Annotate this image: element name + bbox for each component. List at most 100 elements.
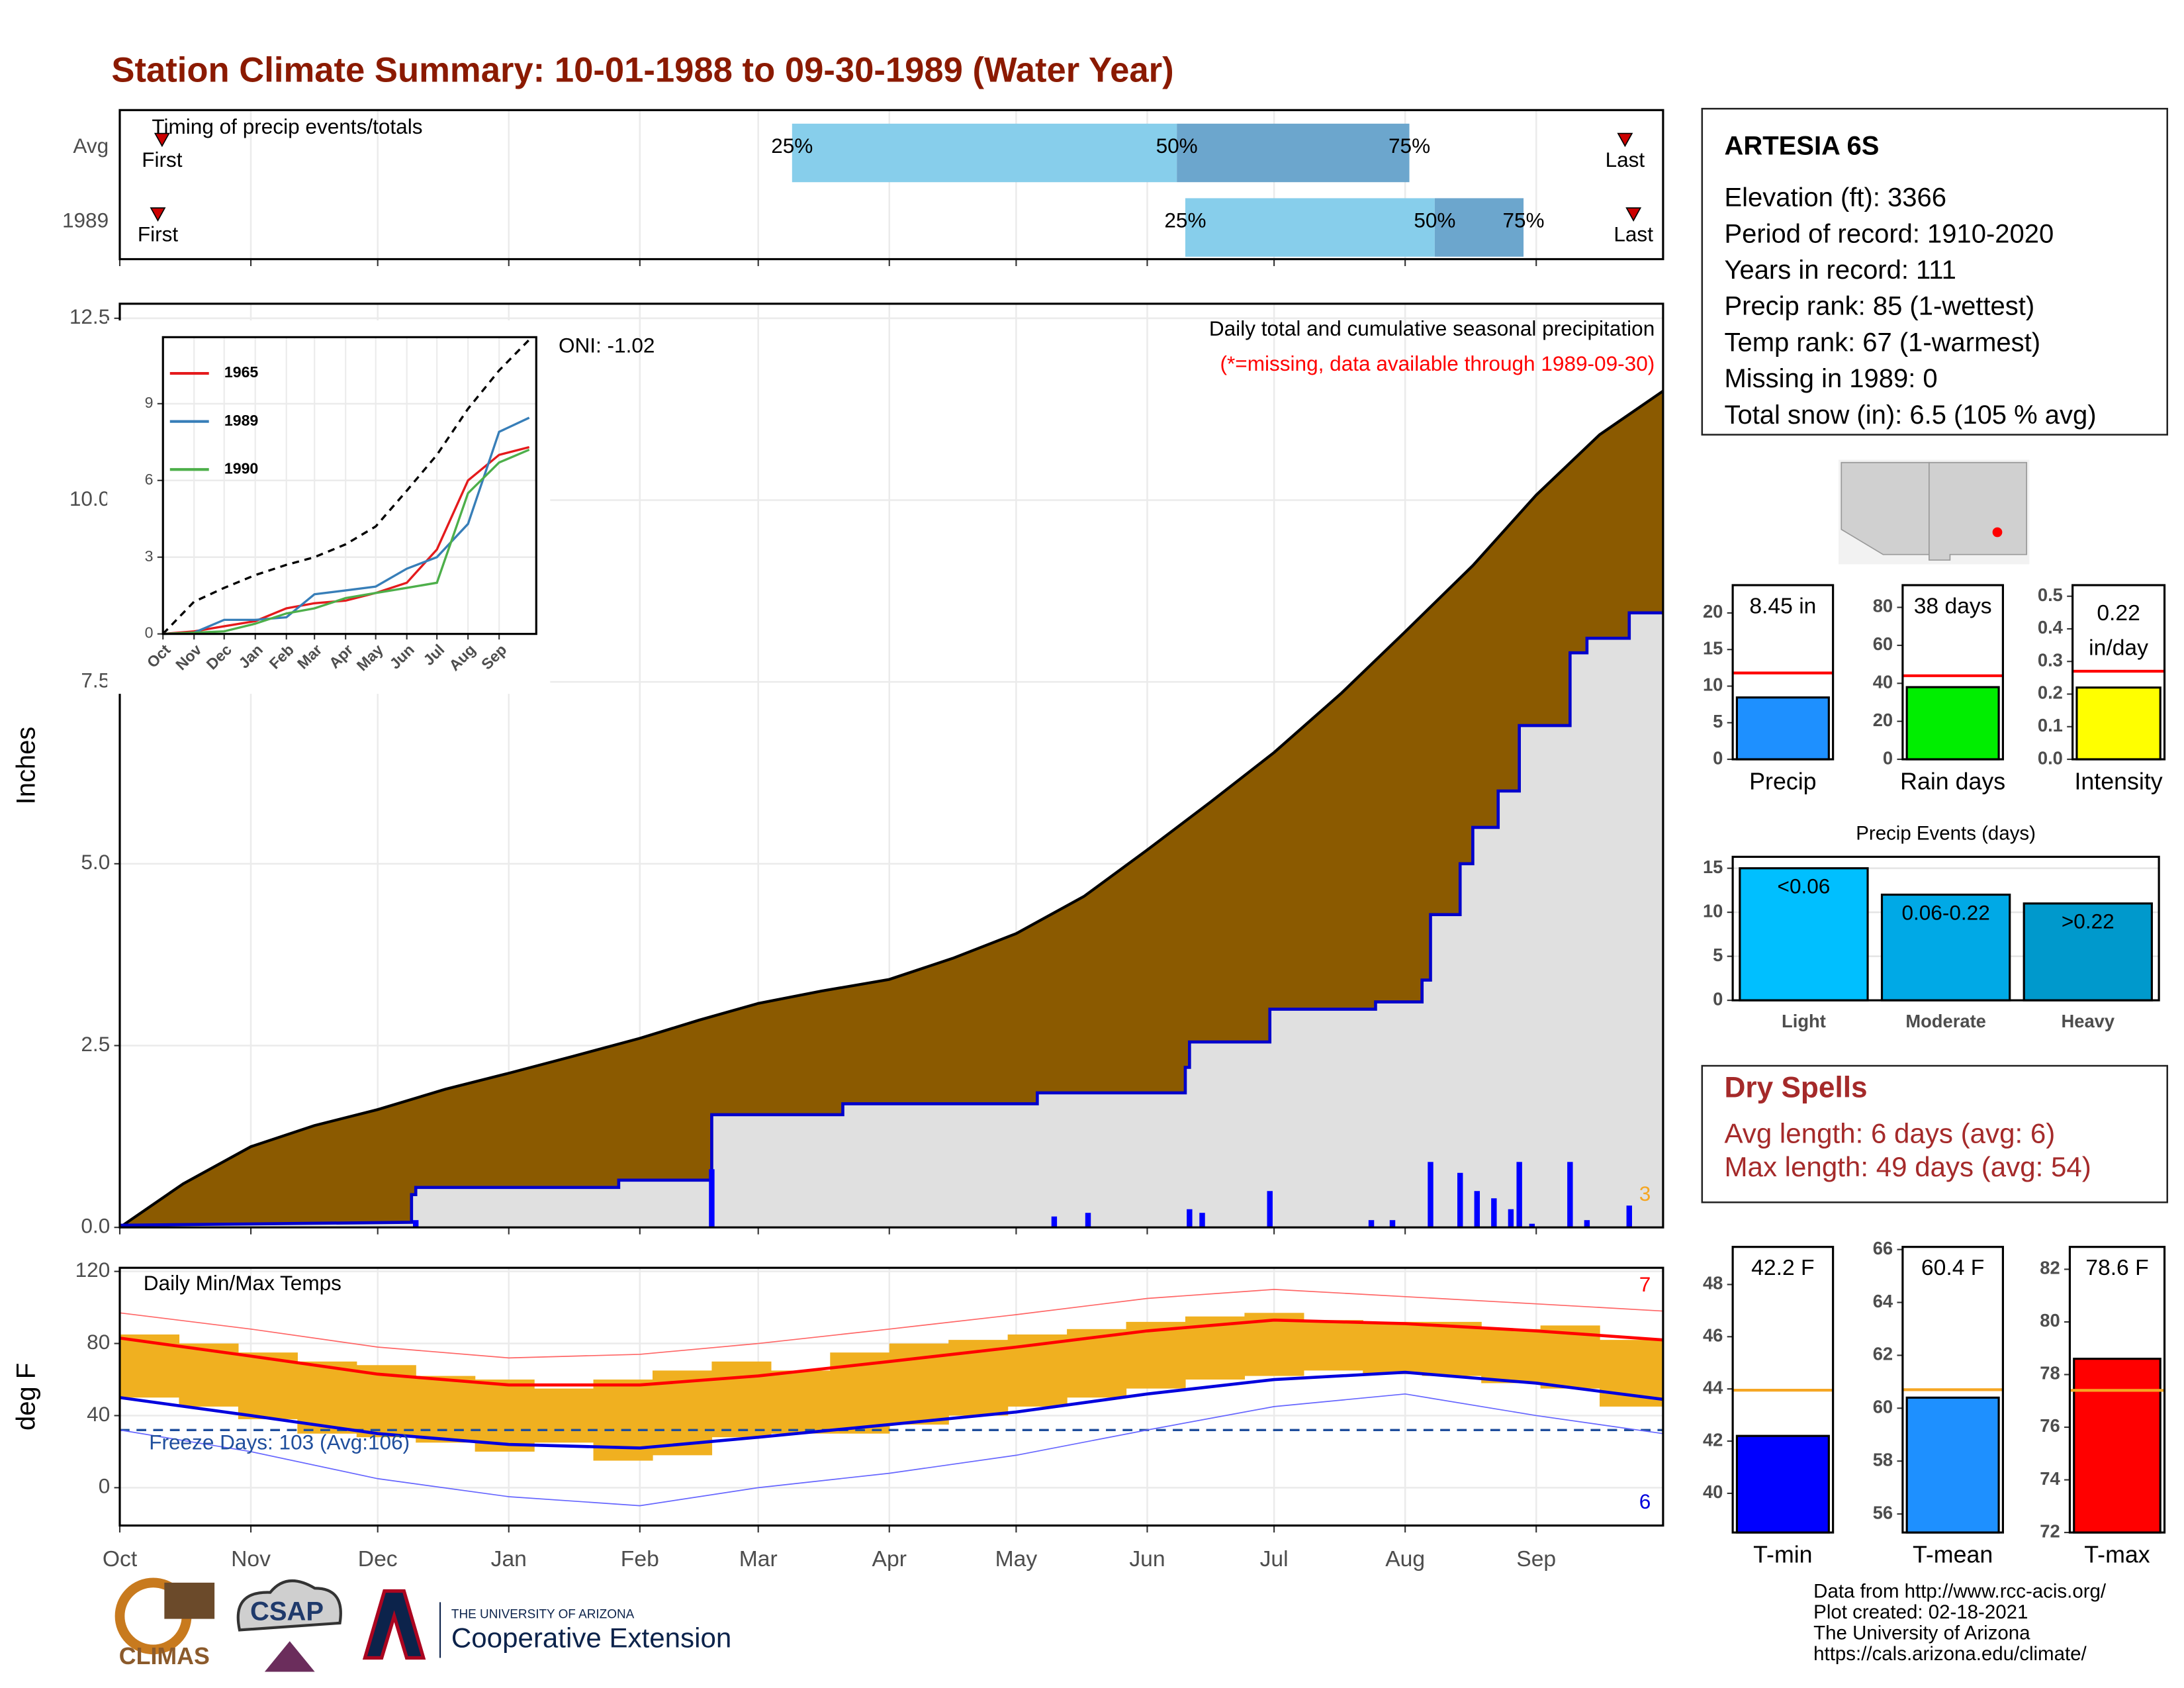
daily-precip-bar bbox=[1491, 1198, 1497, 1228]
daily-precip-bar bbox=[709, 1169, 715, 1228]
y-tick-label: 5 bbox=[1713, 945, 1723, 965]
summary-bar bbox=[1735, 1434, 1830, 1534]
station-info: Years in record: 111 bbox=[1724, 256, 1956, 285]
record-high-count: 7 bbox=[1639, 1272, 1651, 1296]
freeze-label: Freeze Days: 103 (Avg:106) bbox=[149, 1430, 410, 1454]
y-axis-label: Inches bbox=[12, 727, 41, 805]
y-tick-label: 0 bbox=[99, 1474, 111, 1498]
bar bbox=[1880, 893, 2011, 1002]
footer-text: Data from http://www.rcc-acis.org/ bbox=[1813, 1580, 2107, 1602]
temp-line bbox=[119, 1318, 1664, 1387]
y-tick-label: 80 bbox=[87, 1330, 110, 1354]
y-axis-label: deg F bbox=[12, 1363, 41, 1430]
daily-precip-bar bbox=[1428, 1162, 1433, 1228]
x-axis-label: T-mean bbox=[1913, 1541, 1993, 1568]
quartile-bar bbox=[1185, 198, 1435, 257]
timing-marker-label: First bbox=[138, 222, 179, 246]
cumulative-line bbox=[119, 611, 1663, 1227]
bar-label: >0.22 bbox=[2062, 910, 2115, 933]
x-tick-label: Jan bbox=[491, 1547, 527, 1571]
y-tick-label: 12.5 bbox=[69, 305, 110, 328]
row-label: Avg bbox=[73, 134, 109, 158]
summary-bar bbox=[1905, 1396, 2000, 1534]
panel-frame bbox=[1901, 1246, 2004, 1534]
daily-temp-range bbox=[475, 1380, 535, 1452]
y-tick-label: 0.2 bbox=[2038, 682, 2063, 703]
y-tick-label: 5 bbox=[1713, 711, 1723, 731]
x-tick-label: Aug bbox=[1385, 1547, 1425, 1571]
location-map bbox=[1839, 459, 2030, 565]
daily-temp-range bbox=[1244, 1313, 1304, 1376]
y-tick-label: 40 bbox=[87, 1402, 110, 1426]
legend-label: 1965 bbox=[224, 363, 259, 381]
temp-line bbox=[119, 1289, 1663, 1359]
unit-label: in/day bbox=[2089, 636, 2148, 661]
daily-precip-bar bbox=[1567, 1162, 1573, 1228]
y-tick-label: 20 bbox=[1703, 601, 1723, 622]
y-tick-label: 0.0 bbox=[81, 1214, 110, 1238]
daily-temp-range bbox=[238, 1352, 298, 1419]
ua-coop-text: Cooperative Extension bbox=[451, 1622, 731, 1653]
count-label: 3 bbox=[1639, 1182, 1651, 1205]
timing-title: Timing of precip events/totals bbox=[152, 115, 422, 138]
daily-precip-bar bbox=[1368, 1220, 1375, 1228]
y-tick-label: 15 bbox=[1703, 637, 1723, 658]
bar-label: <0.06 bbox=[1778, 874, 1831, 898]
y-tick-label: 56 bbox=[1873, 1502, 1893, 1523]
y-tick-label: 0.4 bbox=[2038, 617, 2064, 637]
inset-line bbox=[162, 339, 530, 635]
record-low-count: 6 bbox=[1639, 1489, 1651, 1513]
dry-spells-title: Dry Spells bbox=[1724, 1072, 1867, 1104]
ua-logo bbox=[362, 1589, 426, 1660]
daily-precip-bar bbox=[1187, 1209, 1193, 1228]
climas-text: CLIMAS bbox=[119, 1643, 210, 1669]
station-info: Precip rank: 85 (1-wettest) bbox=[1724, 292, 2034, 321]
daily-precip-bar bbox=[1508, 1209, 1514, 1228]
daily-temp-range bbox=[534, 1388, 594, 1443]
y-tick-label: 10.0 bbox=[69, 487, 110, 510]
y-tick-label: 0 bbox=[1713, 988, 1723, 1009]
daily-temp-range bbox=[1422, 1321, 1482, 1376]
panel-frame bbox=[2071, 584, 2166, 761]
daily-precip-bar bbox=[1474, 1191, 1480, 1228]
x-tick-label: Jun bbox=[1129, 1547, 1165, 1571]
panel-frame bbox=[1731, 1246, 1835, 1534]
summary-bar bbox=[1735, 696, 1830, 761]
daily-temp-range bbox=[416, 1376, 476, 1443]
summary-bar bbox=[2075, 686, 2161, 761]
x-tick-label: Light bbox=[1782, 1011, 1826, 1031]
climas-logo bbox=[164, 1582, 215, 1619]
daily-precip-bar bbox=[1085, 1213, 1091, 1228]
footer-text: The University of Arizona bbox=[1813, 1622, 2030, 1644]
cumulative-area bbox=[119, 612, 1663, 1228]
dry-spells-info: Avg length: 6 days (avg: 6) bbox=[1724, 1117, 2055, 1149]
y-tick-label: 44 bbox=[1703, 1377, 1723, 1397]
temp-line bbox=[119, 1370, 1664, 1450]
daily-temp-range bbox=[1363, 1321, 1423, 1374]
y-tick-label: 78 bbox=[2040, 1363, 2060, 1383]
y-tick-label: 42 bbox=[1703, 1429, 1723, 1450]
y-tick-label: 0.1 bbox=[2038, 715, 2063, 735]
station-panel bbox=[1701, 107, 2169, 436]
panel-frame bbox=[1731, 584, 1835, 761]
quartile-bar bbox=[1434, 198, 1524, 257]
panel-frame bbox=[118, 109, 1664, 261]
y-tick-label: 62 bbox=[1873, 1344, 1893, 1364]
x-tick-label: Oct bbox=[103, 1547, 138, 1571]
quartile-bar bbox=[1177, 123, 1410, 183]
summary-bar bbox=[1905, 686, 2000, 761]
csap-text: CSAP bbox=[250, 1597, 324, 1626]
y-tick-label: 5.0 bbox=[81, 850, 110, 874]
value-label: 8.45 in bbox=[1749, 594, 1816, 619]
quartile-label: 50% bbox=[1414, 209, 1455, 232]
quartile-label: 75% bbox=[1502, 209, 1544, 232]
timing-marker-label: Last bbox=[1606, 148, 1645, 171]
map-state bbox=[1841, 461, 1930, 555]
oni-annotation: ONI: -1.02 bbox=[559, 333, 655, 357]
timing-marker bbox=[1617, 132, 1633, 148]
value-label: 78.6 F bbox=[2085, 1256, 2148, 1280]
daily-precip-bar bbox=[1516, 1162, 1522, 1228]
csap-logo bbox=[236, 1579, 342, 1632]
